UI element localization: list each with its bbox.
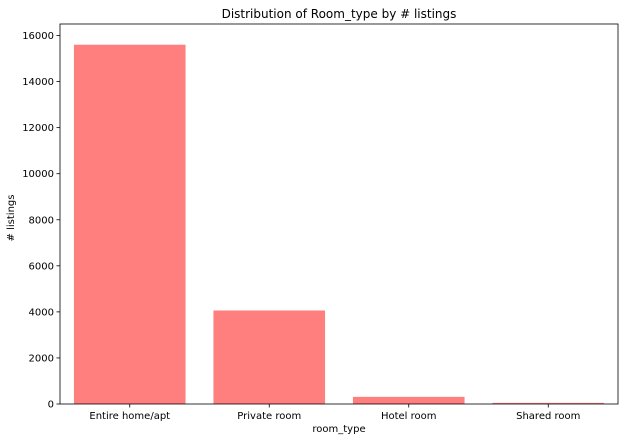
x-axis-ticks: Entire home/apt Private room Hotel room Sha… xyxy=(89,404,580,422)
bar-private-room xyxy=(213,310,326,404)
bar-hotel-room xyxy=(352,396,465,404)
x-tick-label: Hotel room xyxy=(381,411,437,422)
y-tick-label: 10000 xyxy=(22,169,54,180)
x-tick-label: Entire home/apt xyxy=(89,411,170,422)
x-axis-label: room_type xyxy=(312,424,365,435)
plot-frame xyxy=(59,23,619,405)
bar-entire-home-apt xyxy=(73,44,186,405)
y-tick-label: 0 xyxy=(48,400,54,411)
x-tick-label: Shared room xyxy=(516,411,580,422)
y-tick-label: 8000 xyxy=(29,215,54,226)
y-tick-label: 16000 xyxy=(22,31,54,42)
bar-shared-room xyxy=(492,402,605,404)
y-tick-label: 14000 xyxy=(22,77,54,88)
bars-group xyxy=(73,44,605,405)
y-tick-label: 2000 xyxy=(29,353,54,364)
y-tick-label: 6000 xyxy=(29,261,54,272)
y-axis-label: # listings xyxy=(6,195,17,242)
x-tick-label: Private room xyxy=(237,411,301,422)
chart-title: Distribution of Room_type by # listings xyxy=(222,7,457,21)
y-tick-label: 4000 xyxy=(29,307,54,318)
y-axis-ticks: 0 2000 4000 6000 8000 10000 12000 14000 16000 xyxy=(22,31,60,411)
y-tick-label: 12000 xyxy=(22,123,54,134)
